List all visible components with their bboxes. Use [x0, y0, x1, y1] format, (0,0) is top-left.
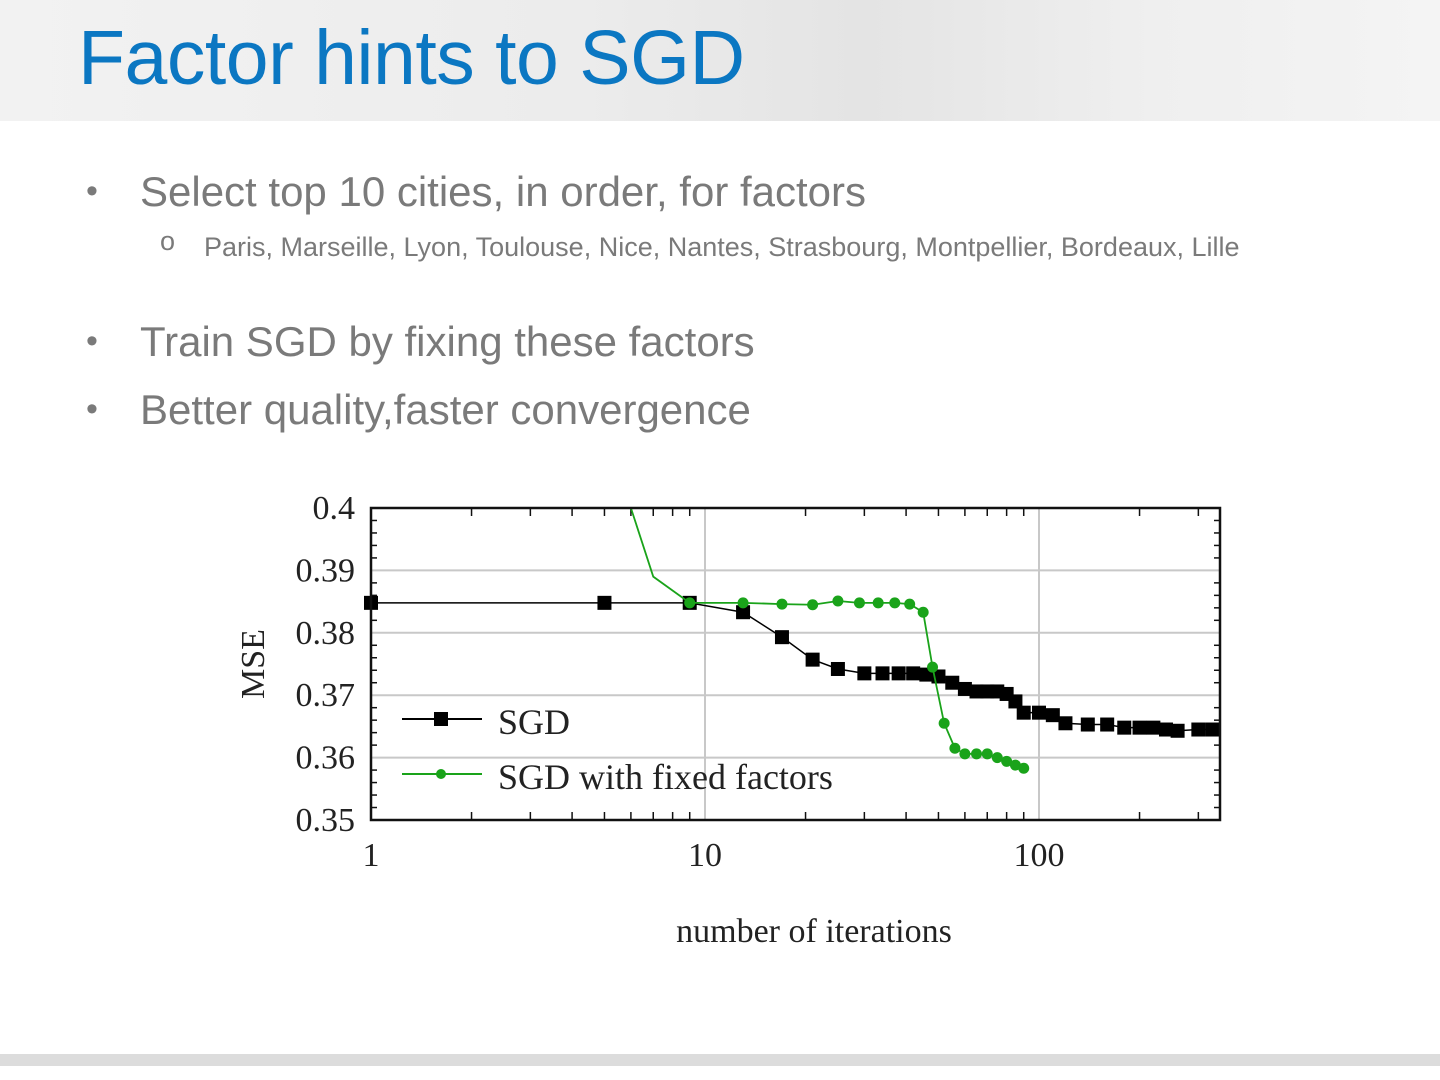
- data-point-sgd: [597, 595, 612, 610]
- sub-bullet-marker: o: [160, 226, 176, 256]
- plot-frame: [369, 506, 1222, 822]
- data-point-sgd: [875, 666, 890, 681]
- data-point-fixed-factors: [832, 595, 844, 607]
- y-tick-label: 0.37: [296, 677, 356, 714]
- data-point-fixed-factors: [949, 742, 961, 754]
- data-point-sgd: [1080, 717, 1095, 732]
- data-point-sgd: [1117, 720, 1132, 735]
- x-tick-label: 10: [688, 837, 722, 874]
- data-point-sgd: [774, 630, 789, 645]
- x-axis-label: number of iterations: [676, 913, 952, 950]
- slide-footer-bar: [0, 1054, 1440, 1066]
- data-point-sgd: [1100, 717, 1115, 732]
- data-point-fixed-factors: [807, 599, 819, 611]
- data-point-sgd: [736, 605, 751, 620]
- data-point-sgd: [891, 666, 906, 681]
- data-point-fixed-factors: [889, 597, 901, 609]
- data-point-fixed-factors: [917, 606, 929, 618]
- data-point-sgd: [1205, 722, 1220, 737]
- legend-marker-sgd: [434, 712, 448, 726]
- data-point-fixed-factors: [872, 597, 884, 609]
- data-point-sgd: [830, 661, 845, 676]
- y-tick-label: 0.4: [313, 490, 356, 527]
- data-point-sgd: [1170, 723, 1185, 738]
- data-point-sgd: [857, 666, 872, 681]
- data-point-sgd: [1132, 720, 1147, 735]
- data-point-fixed-factors: [684, 597, 696, 609]
- slide-header: [0, 0, 1440, 121]
- data-point-fixed-factors: [991, 752, 1003, 764]
- bullet-2: Train SGD by fixing these factors: [140, 318, 755, 365]
- data-point-sgd: [969, 684, 984, 699]
- legend: SGD SGD with fixed factors: [402, 702, 833, 797]
- bullet-marker: •: [86, 390, 98, 428]
- bullet-3: Better quality,faster convergence: [140, 386, 751, 433]
- data-point-fixed-factors: [1018, 762, 1030, 774]
- data-point-fixed-factors: [1001, 755, 1013, 767]
- y-tick-label: 0.38: [296, 615, 356, 652]
- legend-label-sgd: SGD: [498, 702, 570, 742]
- bullet-marker: •: [86, 322, 98, 360]
- data-point-fixed-factors: [853, 597, 865, 609]
- data-point-sgd: [1045, 708, 1060, 723]
- data-point-fixed-factors: [737, 597, 749, 609]
- data-point-fixed-factors: [776, 598, 788, 610]
- data-point-sgd: [805, 652, 820, 667]
- y-tick-label: 0.35: [296, 802, 356, 839]
- data-point-sgd: [945, 675, 960, 690]
- bullet-1: Select top 10 cities, in order, for fact…: [140, 168, 867, 215]
- data-point-fixed-factors: [1009, 759, 1021, 771]
- data-point-fixed-factors: [981, 748, 993, 760]
- sub-bullet-cities: Paris, Marseille, Lyon, Toulouse, Nice, …: [204, 232, 1240, 262]
- data-point-fixed-factors: [959, 748, 971, 760]
- bullet-marker: •: [86, 172, 98, 210]
- x-tick-label: 1: [363, 837, 380, 874]
- data-point-sgd: [1146, 720, 1161, 735]
- data-point-sgd: [957, 681, 972, 696]
- legend-label-fixed: SGD with fixed factors: [498, 757, 833, 797]
- data-point-sgd: [1016, 705, 1031, 720]
- data-point-fixed-factors: [938, 717, 950, 729]
- y-tick-label: 0.39: [296, 552, 356, 589]
- mse-chart: 0.4 0.39 0.38 0.37 0.36 0.351 10 100 number of …: [235, 490, 1222, 950]
- legend-marker-fixed: [436, 769, 446, 779]
- data-point-sgd: [1008, 694, 1023, 709]
- series-line-fixed-factors: [630, 507, 1025, 770]
- data-point-sgd: [1158, 722, 1173, 737]
- data-point-sgd: [1191, 722, 1206, 737]
- data-point-fixed-factors: [971, 748, 983, 760]
- y-axis-label: MSE: [235, 629, 272, 699]
- data-point-sgd: [1032, 705, 1046, 720]
- y-tick-label: 0.36: [296, 740, 356, 777]
- x-tick-label: 100: [1014, 837, 1065, 874]
- data-point-fixed-factors: [927, 661, 939, 673]
- data-point-fixed-factors: [904, 598, 916, 610]
- data-point-sgd: [906, 666, 921, 681]
- data-point-sgd: [1058, 716, 1073, 731]
- slide-title: Factor hints to SGD: [78, 15, 745, 101]
